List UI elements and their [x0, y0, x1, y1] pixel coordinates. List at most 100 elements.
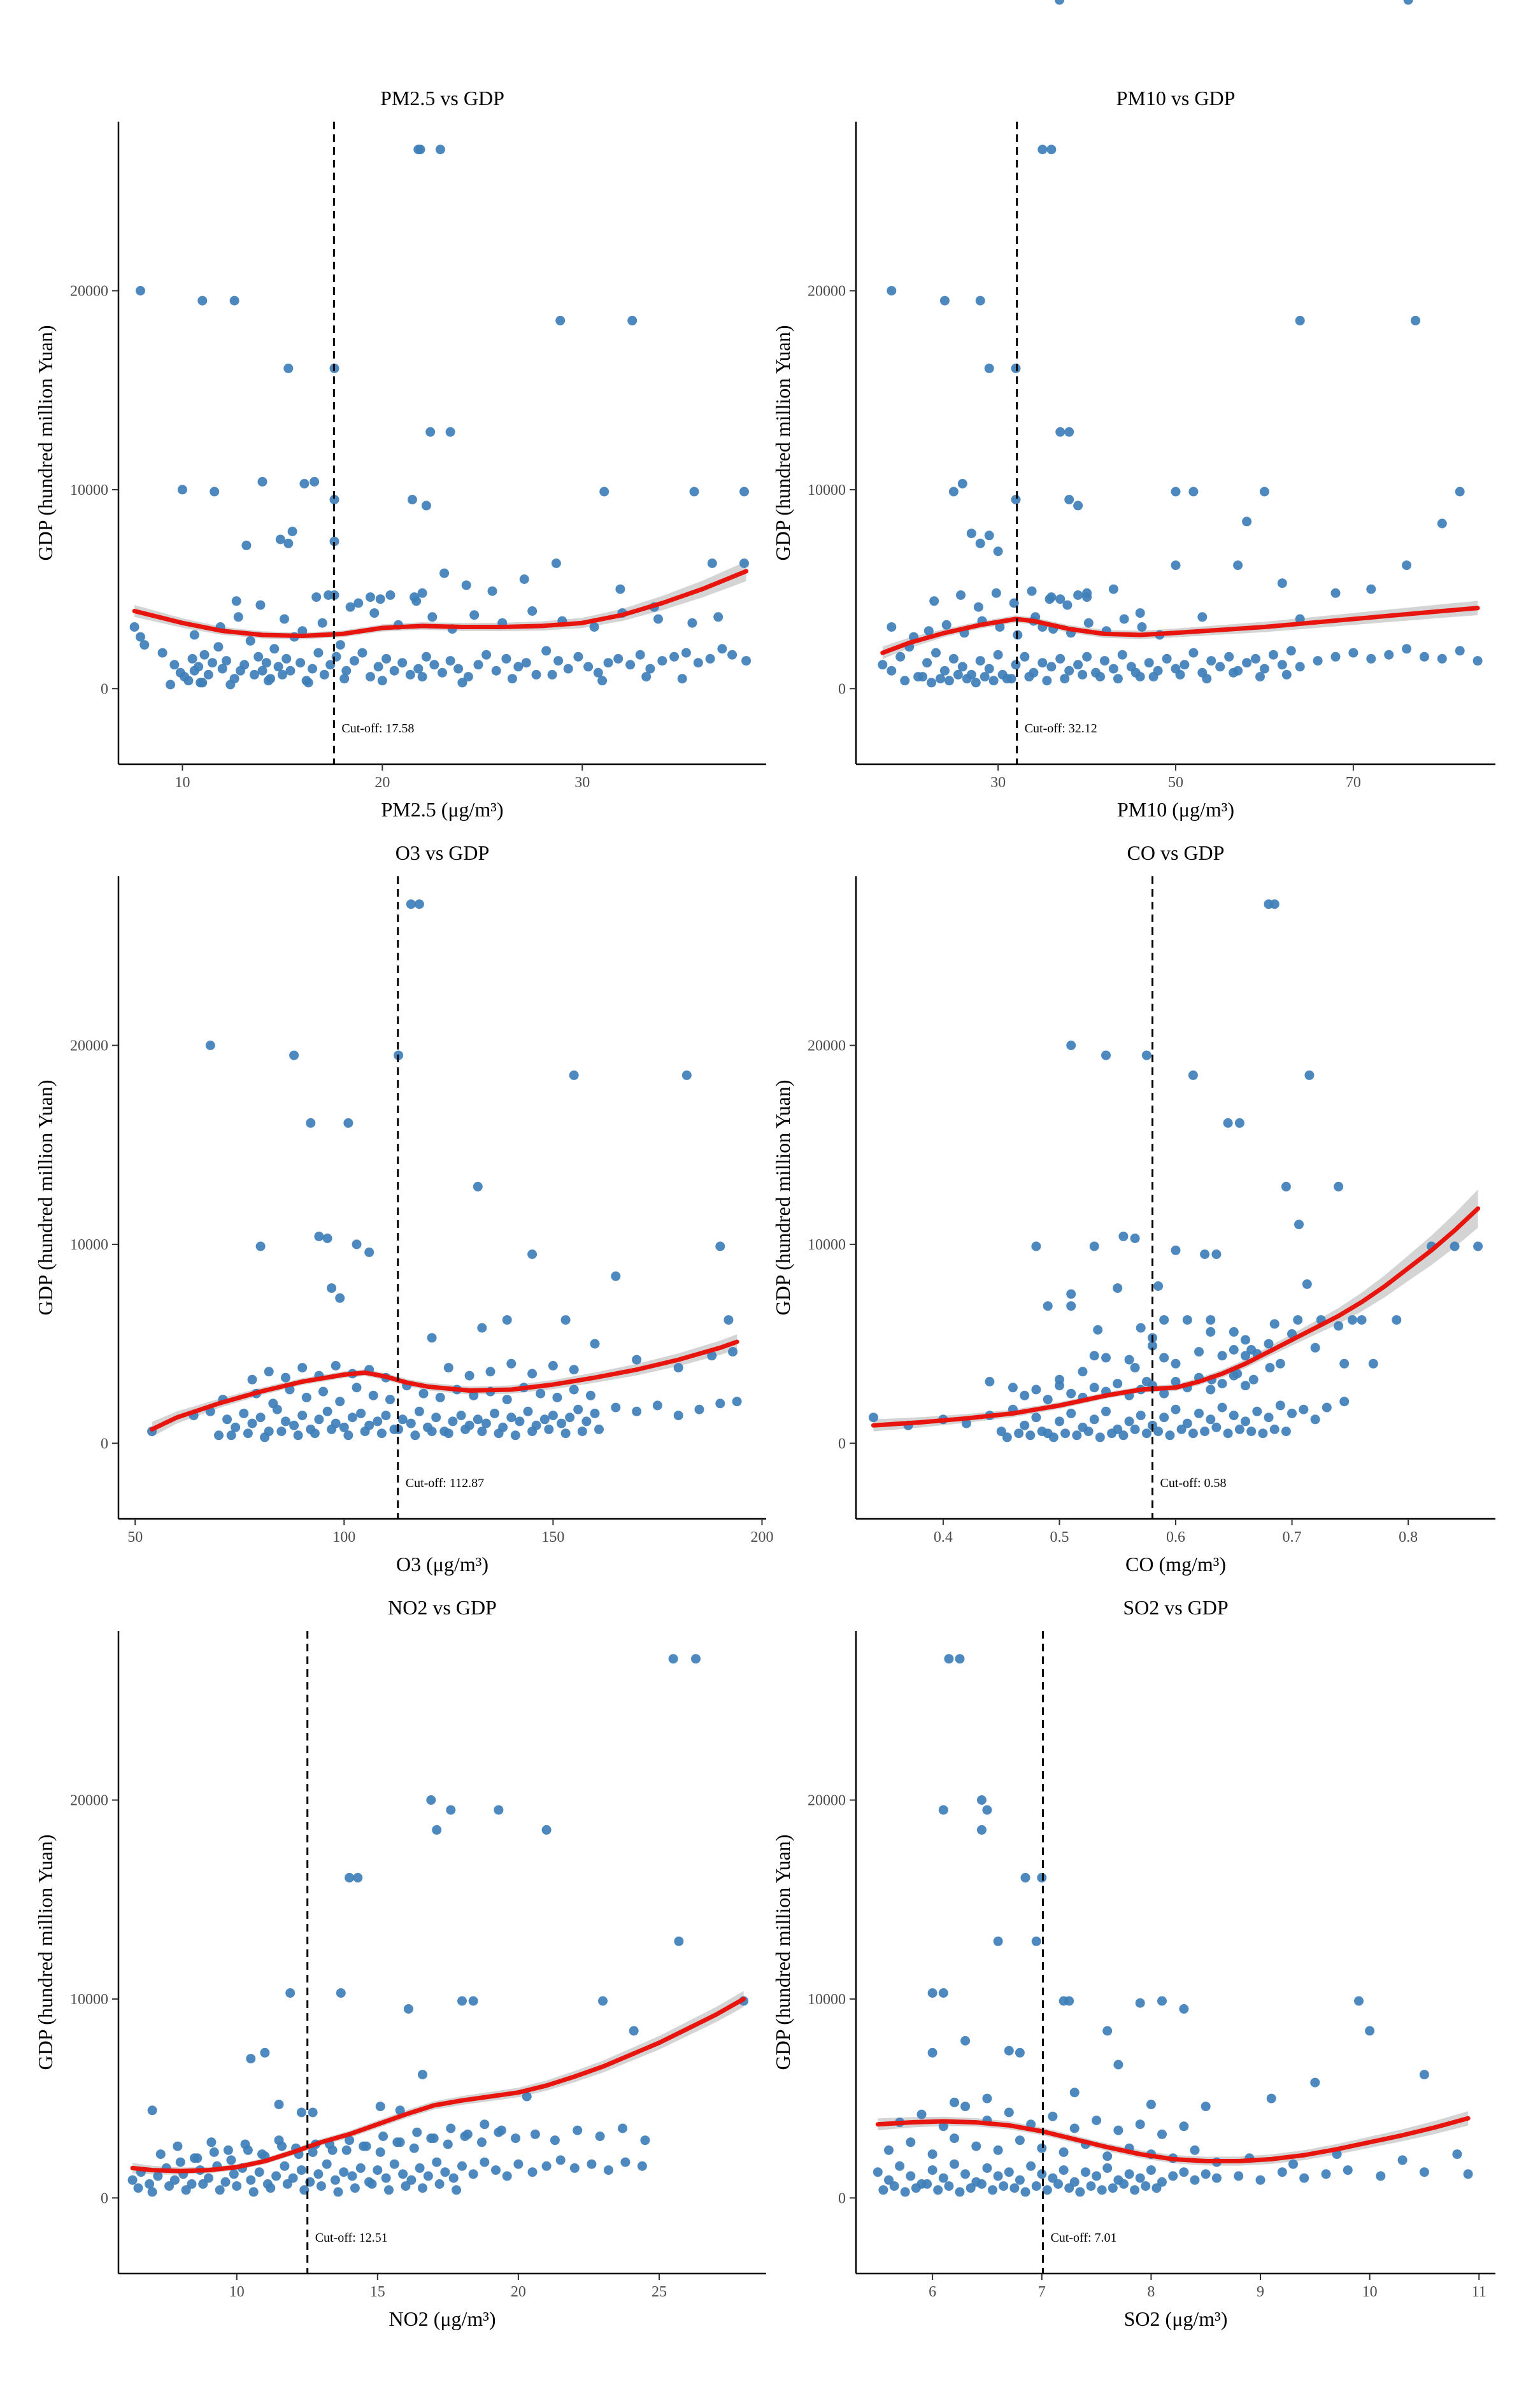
data-point	[1037, 145, 1048, 155]
x-tick-label: 150	[541, 1529, 564, 1546]
data-point	[1171, 1358, 1181, 1369]
data-point	[1107, 1428, 1117, 1439]
data-point	[1118, 1430, 1129, 1441]
data-point	[1037, 2169, 1047, 2179]
data-point	[1119, 2179, 1129, 2189]
data-point	[1060, 674, 1070, 684]
data-point	[878, 2185, 888, 2195]
data-point	[145, 2179, 155, 2189]
data-point	[906, 2137, 916, 2147]
x-tick-label: 10	[1362, 2284, 1378, 2300]
data-point	[1113, 1283, 1123, 1293]
data-point	[927, 2047, 938, 2058]
data-point	[164, 2181, 175, 2191]
data-point	[245, 636, 255, 646]
data-point	[473, 1414, 483, 1425]
data-point	[481, 650, 492, 660]
data-point	[527, 606, 538, 616]
data-point	[1255, 672, 1265, 682]
data-point	[1137, 622, 1147, 632]
data-point	[173, 2141, 183, 2151]
data-point	[1302, 1279, 1312, 1289]
data-point	[595, 2132, 605, 2141]
x-tick-label: 7	[1038, 2284, 1046, 2300]
data-point	[1190, 2145, 1200, 2155]
data-point	[249, 669, 259, 680]
panel-1: PM2.5 vs GDP Cut-off: 17.58 10 20 30 0 10000 20…	[34, 87, 766, 821]
y-axis-title: GDP (hundred million Yuan)	[771, 325, 794, 560]
data-point	[1234, 1118, 1244, 1128]
x-tick-label: 0.5	[1050, 1529, 1069, 1546]
data-point	[1095, 672, 1105, 682]
data-point	[739, 559, 749, 568]
data-point	[615, 584, 625, 594]
data-point	[1266, 2093, 1276, 2103]
data-point	[1179, 2121, 1189, 2132]
data-point	[1275, 1400, 1285, 1411]
data-point	[233, 612, 243, 622]
x-tick-label: 25	[652, 2284, 667, 2300]
data-point	[1113, 2060, 1123, 2070]
data-point	[1153, 1427, 1164, 1437]
y-tick-label: 0	[101, 2190, 108, 2207]
data-point	[301, 1392, 311, 1402]
data-point	[1064, 495, 1074, 504]
data-point	[1072, 1430, 1082, 1441]
data-point	[427, 1427, 437, 1437]
data-point	[480, 2157, 490, 2167]
data-point	[1455, 646, 1465, 656]
data-point	[456, 1411, 466, 1421]
x-axis-title: NO2 (μg/m³)	[389, 2307, 496, 2330]
data-point	[1130, 1234, 1140, 1243]
y-tick-label: 20000	[808, 1038, 846, 1055]
data-point	[887, 622, 897, 632]
data-point	[1097, 2185, 1107, 2195]
data-point	[314, 1231, 324, 1241]
data-point	[1259, 487, 1269, 497]
data-point	[1268, 650, 1278, 660]
data-point	[510, 1430, 520, 1441]
data-point	[255, 1241, 266, 1251]
data-point	[581, 1416, 592, 1427]
data-point	[199, 650, 210, 660]
data-point	[410, 592, 420, 602]
data-point	[1124, 1355, 1134, 1365]
data-point	[223, 2145, 233, 2155]
data-point	[1130, 1424, 1140, 1434]
data-point	[405, 669, 415, 680]
data-point	[1135, 2173, 1145, 2183]
data-point	[266, 2183, 276, 2193]
smooth-line	[132, 569, 749, 638]
data-point	[257, 666, 267, 676]
data-point	[506, 1358, 517, 1369]
data-point	[1042, 676, 1052, 686]
data-point	[239, 1408, 249, 1418]
data-point	[339, 1422, 349, 1432]
data-point	[1159, 1353, 1169, 1363]
data-point	[1055, 427, 1066, 437]
data-point	[916, 2109, 927, 2119]
data-point	[353, 1872, 363, 1883]
data-point	[446, 1805, 456, 1815]
data-point	[313, 2169, 324, 2179]
data-point	[1242, 516, 1252, 527]
data-point	[1037, 1872, 1047, 1883]
data-point	[1348, 1315, 1357, 1325]
data-point	[1020, 1420, 1030, 1430]
data-point	[603, 658, 613, 668]
data-point	[206, 2137, 217, 2147]
data-point	[1037, 1427, 1047, 1437]
data-point	[1064, 427, 1074, 437]
data-point	[960, 2169, 971, 2179]
data-point	[1055, 653, 1066, 664]
data-point	[369, 608, 380, 618]
data-point	[319, 669, 329, 680]
data-point	[274, 2100, 284, 2109]
data-point	[364, 1247, 374, 1257]
data-point	[1066, 1041, 1076, 1050]
data-point	[260, 1432, 270, 1442]
data-point	[1224, 651, 1234, 662]
data-point	[950, 2133, 959, 2144]
data-point	[523, 1406, 533, 1416]
data-point	[222, 656, 231, 666]
